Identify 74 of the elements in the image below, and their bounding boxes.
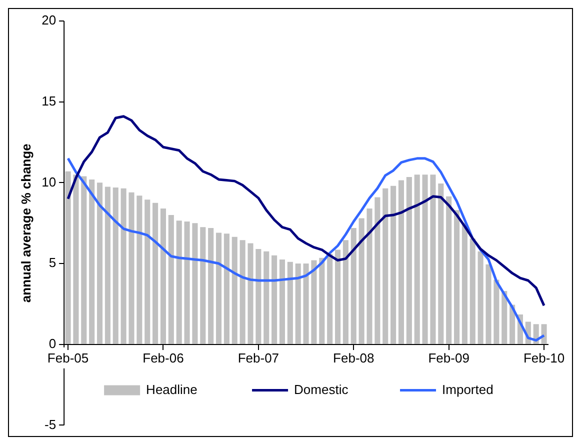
bar [152, 202, 158, 344]
bar [422, 174, 428, 344]
bar [216, 232, 222, 344]
bar [264, 251, 270, 344]
bar [295, 264, 301, 344]
bar [168, 215, 174, 344]
bar [334, 250, 341, 344]
bar [327, 254, 333, 344]
bar [541, 324, 547, 344]
bar [208, 228, 214, 344]
x-tick-label: Feb-10 [523, 350, 565, 366]
y-tick-label: 5 [48, 255, 56, 270]
bar [176, 220, 182, 344]
bar [430, 174, 436, 344]
x-tick-label: Feb-05 [47, 350, 89, 366]
bar [272, 255, 278, 344]
bar [248, 243, 254, 344]
bar [96, 182, 103, 344]
bar [184, 221, 190, 344]
bar [438, 183, 444, 344]
bar [224, 234, 230, 344]
bar [342, 240, 348, 344]
bar [311, 260, 317, 344]
bar [454, 210, 460, 344]
bar [382, 188, 388, 344]
legend-label: Headline [146, 382, 198, 397]
bar [160, 208, 166, 344]
bar [65, 171, 71, 344]
bar [319, 258, 325, 344]
bar [287, 262, 293, 344]
x-tick-label: Feb-08 [333, 350, 374, 366]
bar [104, 186, 110, 344]
bar [112, 188, 118, 344]
bar [486, 264, 492, 344]
bar [232, 236, 238, 344]
bar [510, 304, 516, 344]
bar [128, 192, 134, 344]
bar [446, 196, 452, 344]
bar [494, 280, 500, 344]
y-tick-label: 0 [48, 336, 56, 351]
x-tick-label: Feb-06 [142, 350, 184, 366]
bar [358, 218, 364, 344]
bar [200, 227, 206, 344]
bar [81, 176, 87, 344]
bar [398, 180, 404, 344]
bar [240, 240, 246, 344]
bar [366, 208, 372, 344]
y-tick-label: -5 [44, 416, 56, 432]
y-tick-label: 10 [42, 174, 56, 190]
bar [390, 186, 396, 344]
x-tick-label: Feb-09 [428, 350, 470, 366]
bar [374, 197, 380, 344]
bar [136, 196, 142, 344]
legend-label: Imported [442, 382, 494, 397]
bar [303, 264, 309, 344]
bar [462, 223, 468, 344]
bar [414, 174, 420, 344]
y-tick-label: 15 [42, 93, 56, 108]
legend-label: Domestic [294, 382, 349, 397]
bar [256, 248, 262, 344]
bar [502, 291, 508, 344]
bar [406, 177, 412, 344]
y-tick-label: 20 [42, 12, 56, 28]
bar [350, 228, 356, 344]
bar [470, 238, 476, 344]
bar [478, 251, 484, 344]
bar [73, 174, 79, 344]
bar [89, 179, 95, 344]
bar [279, 259, 286, 344]
bar [120, 188, 126, 344]
y-axis-title: annual average % change [18, 144, 34, 303]
bar [144, 200, 150, 344]
bar [192, 223, 198, 344]
x-tick-label: Feb-07 [238, 350, 280, 366]
